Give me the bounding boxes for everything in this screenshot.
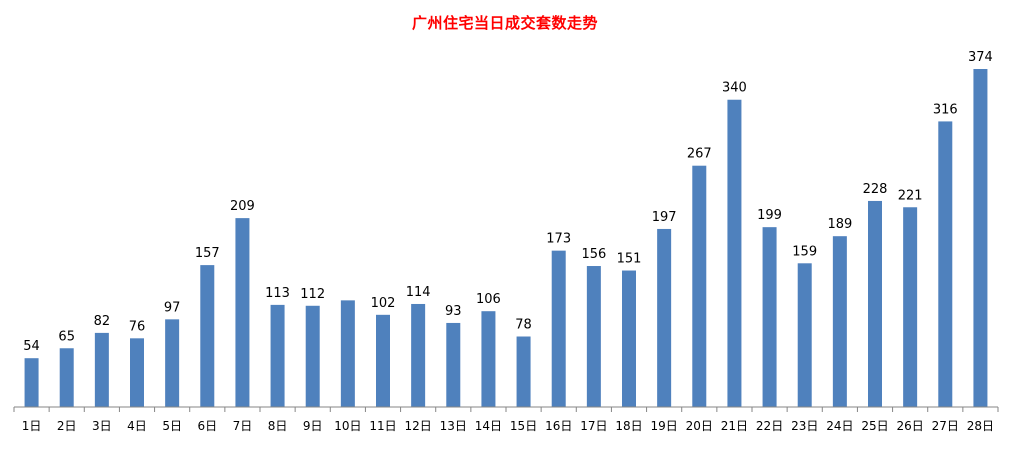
bar-16 <box>551 250 566 407</box>
bar-21 <box>727 99 742 407</box>
x-tick-label-23: 23日 <box>791 419 818 433</box>
data-label-6: 157 <box>195 246 220 261</box>
bar-20 <box>692 165 707 407</box>
bar-3 <box>94 332 109 407</box>
bar-6 <box>200 265 215 407</box>
data-label-4: 76 <box>129 319 146 334</box>
data-label-9: 112 <box>300 287 325 302</box>
data-label-7: 209 <box>230 199 255 214</box>
x-tick-label-20: 20日 <box>686 419 713 433</box>
chart-title: 广州住宅当日成交套数走势 <box>411 14 598 32</box>
data-label-13: 93 <box>445 304 462 319</box>
data-label-19: 197 <box>652 210 677 225</box>
bar-22 <box>762 227 777 407</box>
bar-7 <box>235 218 250 407</box>
data-label-25: 228 <box>863 182 888 197</box>
bars-group <box>24 69 988 408</box>
bar-28 <box>973 69 988 407</box>
x-tick-label-24: 24日 <box>826 419 853 433</box>
x-tick-label-13: 13日 <box>440 419 467 433</box>
data-label-20: 267 <box>687 147 712 162</box>
x-tick-label-27: 27日 <box>932 419 959 433</box>
x-tick-label-22: 22日 <box>756 419 783 433</box>
x-tick-label-3: 3日 <box>92 419 112 433</box>
x-axis: 1日 2日 3日 4日 5日 6日 7日 8日 9日 10日 11日 12日 13日 14日 15日 16日 1… <box>13 406 999 433</box>
x-tick-label-19: 19日 <box>650 419 677 433</box>
data-label-16: 173 <box>546 232 571 247</box>
bar-18 <box>622 270 636 407</box>
bar-1 <box>24 358 39 407</box>
x-tick-label-1: 1日 <box>22 419 42 433</box>
x-tick-label-4: 4日 <box>127 419 147 433</box>
bar-5 <box>165 319 180 407</box>
x-tick-label-2: 2日 <box>57 419 77 433</box>
data-label-22: 199 <box>757 208 782 223</box>
bar-4 <box>130 338 144 407</box>
data-label-23: 159 <box>792 244 817 259</box>
data-label-12: 114 <box>406 285 431 300</box>
bar-19 <box>657 228 672 407</box>
data-label-3: 82 <box>94 314 111 329</box>
x-tick-label-21: 21日 <box>721 419 748 433</box>
x-tick-label-16: 16日 <box>545 419 572 433</box>
bar-9 <box>305 305 320 407</box>
data-label-18: 151 <box>617 252 642 267</box>
x-tick-label-10: 10日 <box>334 419 361 433</box>
x-tick-label-12: 12日 <box>404 419 431 433</box>
x-tick-label-17: 17日 <box>580 419 607 433</box>
data-label-14: 106 <box>476 292 501 307</box>
data-label-27: 316 <box>933 102 958 117</box>
bar-17 <box>586 266 601 407</box>
data-label-21: 340 <box>722 81 747 96</box>
bar-26 <box>903 207 918 407</box>
bar-10 <box>340 300 355 407</box>
bar-25 <box>868 200 882 407</box>
bar-8 <box>270 304 285 407</box>
x-tick-label-15: 15日 <box>510 419 537 433</box>
x-tick-label-28: 28日 <box>967 419 994 433</box>
data-label-28: 374 <box>968 50 993 65</box>
x-tick-label-8: 8日 <box>268 419 288 433</box>
bar-15 <box>516 336 531 407</box>
data-label-5: 97 <box>164 300 181 315</box>
data-labels-group: 54 65 82 76 97 157 209 113 112 102 114 93 106 78 173 15… <box>23 50 993 354</box>
x-tick-label-25: 25日 <box>861 419 888 433</box>
data-label-17: 156 <box>581 247 606 262</box>
data-label-2: 65 <box>58 329 75 344</box>
bar-24 <box>832 236 847 407</box>
bar-11 <box>376 314 390 407</box>
x-tick-label-26: 26日 <box>896 419 923 433</box>
bar-2 <box>59 348 74 407</box>
bar-12 <box>411 303 426 407</box>
data-label-26: 221 <box>898 188 923 203</box>
bar-14 <box>481 311 496 407</box>
data-label-24: 189 <box>827 217 852 232</box>
bar-13 <box>446 322 461 407</box>
x-tick-label-14: 14日 <box>475 419 502 433</box>
x-tick-label-5: 5日 <box>162 419 182 433</box>
x-tick-label-9: 9日 <box>303 419 323 433</box>
x-tick-label-7: 7日 <box>233 419 253 433</box>
bar-27 <box>938 121 953 408</box>
x-tick-label-18: 18日 <box>615 419 642 433</box>
data-label-8: 113 <box>265 286 290 301</box>
x-tick-label-11: 11日 <box>369 419 396 433</box>
bar-23 <box>797 263 812 407</box>
data-label-1: 54 <box>23 339 40 354</box>
data-label-15: 78 <box>515 318 532 333</box>
x-tick-label-6: 6日 <box>197 419 217 433</box>
data-label-11: 102 <box>371 296 396 311</box>
